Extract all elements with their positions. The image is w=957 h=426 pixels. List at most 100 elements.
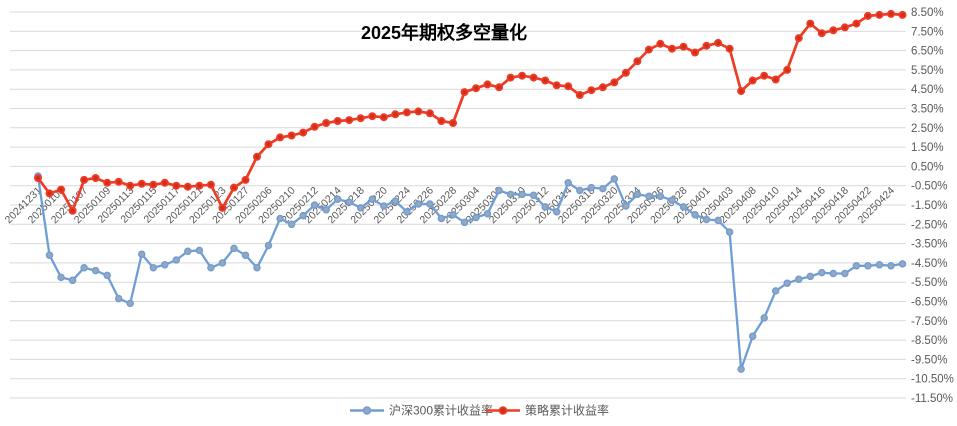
data-point-marker <box>229 183 238 192</box>
data-point-marker <box>702 41 711 50</box>
data-point-marker <box>818 268 826 277</box>
data-point-marker <box>725 44 734 53</box>
chart-title: 2025年期权多空量化 <box>361 22 527 43</box>
data-point-marker <box>333 195 342 203</box>
y-axis-tick-label: 0.50% <box>911 161 944 173</box>
y-axis-tick-label: -11.50% <box>911 393 953 405</box>
y-axis-tick-label: -9.50% <box>911 354 947 366</box>
data-point-marker <box>299 211 307 220</box>
data-point-marker <box>852 19 861 28</box>
y-axis-tick-label: 8.50% <box>911 7 944 19</box>
data-point-marker <box>207 263 215 272</box>
data-point-marker <box>852 262 861 270</box>
data-point-marker <box>794 34 803 43</box>
data-point-marker <box>264 140 273 149</box>
legend: 沪深300累计收益率 策略累计收益率 <box>350 403 609 418</box>
data-point-marker <box>449 210 457 219</box>
data-point-marker <box>195 181 204 190</box>
data-point-marker <box>172 181 181 190</box>
y-axis-tick-label: -5.50% <box>911 277 947 289</box>
data-point-marker <box>276 133 285 142</box>
data-point-marker <box>806 19 815 28</box>
data-point-marker <box>345 198 353 206</box>
data-point-marker <box>633 190 642 199</box>
data-point-marker <box>472 213 480 222</box>
data-point-marker <box>368 195 377 203</box>
data-point-marker <box>552 208 561 216</box>
data-point-marker <box>137 179 146 188</box>
data-point-marker <box>403 208 411 216</box>
y-axis-tick-label: -7.50% <box>911 316 947 328</box>
data-point-marker <box>760 71 769 80</box>
data-point-marker <box>875 261 884 269</box>
y-axis-tick-label: 6.50% <box>911 46 944 58</box>
data-point-marker <box>414 200 423 208</box>
data-point-marker <box>68 206 77 215</box>
data-point-marker <box>126 299 134 308</box>
y-axis-tick-label: 1.50% <box>911 142 944 154</box>
data-point-marker <box>241 251 250 259</box>
data-point-marker <box>34 173 43 182</box>
data-point-marker <box>333 117 342 126</box>
data-point-marker <box>161 261 169 269</box>
data-point-marker <box>368 112 377 121</box>
data-point-marker <box>322 206 330 214</box>
data-point-marker <box>898 260 907 268</box>
data-point-marker <box>771 75 780 84</box>
data-point-marker <box>345 116 354 125</box>
data-point-marker <box>518 71 527 80</box>
data-point-marker <box>518 190 526 199</box>
data-point-marker <box>875 10 884 19</box>
y-axis-tick-label: 3.50% <box>911 104 944 116</box>
data-point-marker <box>783 279 791 287</box>
data-point-marker <box>391 197 400 205</box>
data-point-marker <box>103 271 111 280</box>
data-point-marker <box>633 57 642 66</box>
data-point-marker <box>356 204 365 212</box>
data-point-marker <box>437 214 446 223</box>
y-axis-tick-label: -0.50% <box>911 181 947 193</box>
data-point-marker <box>299 128 308 137</box>
data-point-marker <box>691 210 699 219</box>
data-point-marker <box>391 110 400 119</box>
y-axis-tick-label: -8.50% <box>911 335 947 347</box>
data-point-marker <box>230 244 238 253</box>
data-point-marker <box>598 83 607 92</box>
data-point-marker <box>621 68 630 77</box>
data-point-marker <box>310 122 319 131</box>
data-point-marker <box>137 250 146 258</box>
data-point-marker <box>379 113 388 122</box>
data-point-marker <box>437 117 446 126</box>
y-axis-tick-label: -4.50% <box>911 258 947 270</box>
data-point-marker <box>610 175 619 183</box>
data-point-marker <box>587 183 596 192</box>
data-point-marker <box>206 180 215 189</box>
y-axis-tick-label: 2.50% <box>911 123 944 135</box>
data-point-marker <box>253 263 261 272</box>
y-axis-tick-label: -10.50% <box>911 374 954 386</box>
y-axis-tick-label: 7.50% <box>911 26 944 38</box>
data-point-marker <box>506 73 515 82</box>
y-axis-tick-label: 5.50% <box>911 65 944 77</box>
data-point-marker <box>184 247 192 256</box>
data-point-marker <box>402 108 411 117</box>
data-point-marker <box>587 86 596 95</box>
data-point-marker <box>656 192 665 201</box>
data-point-marker <box>702 215 711 224</box>
data-point-marker <box>656 39 665 48</box>
data-point-marker <box>506 190 515 199</box>
data-point-marker <box>552 81 561 90</box>
data-point-marker <box>149 180 158 189</box>
data-point-marker <box>829 269 838 278</box>
data-point-marker <box>645 192 653 201</box>
y-axis-tick-label: 4.50% <box>911 84 944 96</box>
data-point-marker <box>160 178 169 187</box>
data-point-marker <box>252 152 261 161</box>
data-point-marker <box>863 11 872 20</box>
legend-label-strategy: 策略累计收益率 <box>525 403 609 418</box>
data-point-marker <box>91 173 100 182</box>
data-point-marker <box>483 209 492 218</box>
data-point-marker <box>576 186 584 195</box>
data-point-marker <box>91 266 100 275</box>
